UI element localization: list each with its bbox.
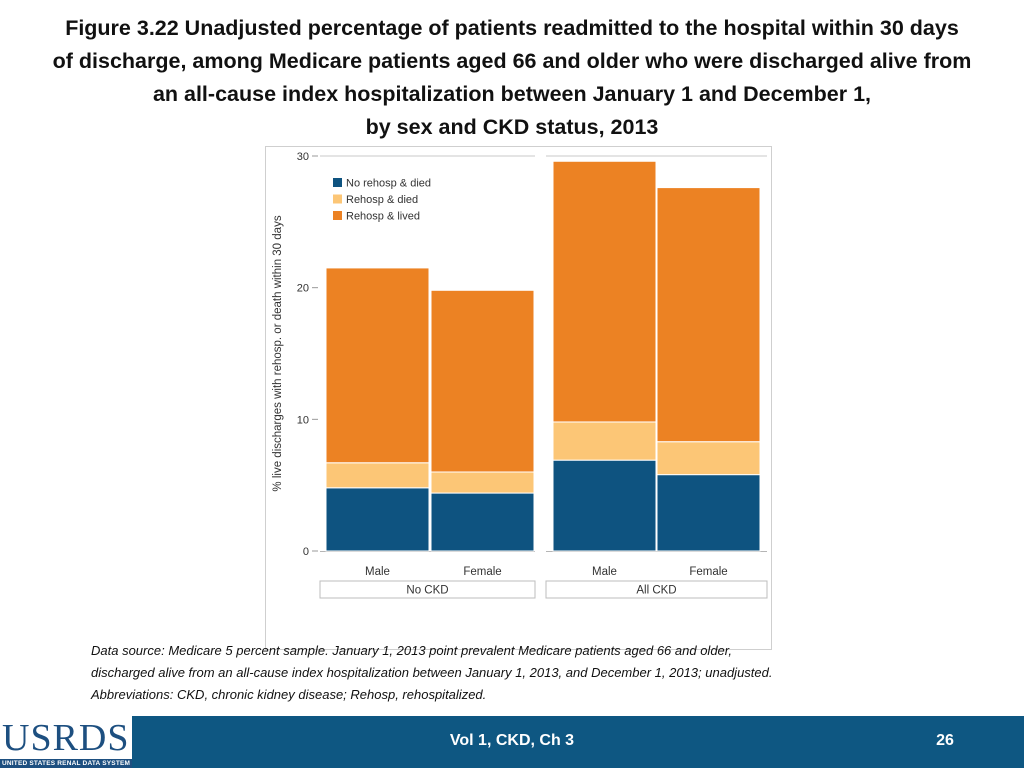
bar-3-rehosp-lived (552, 160, 657, 423)
x-category-label: Female (463, 566, 501, 578)
figure-notes: Data source: Medicare 5 percent sample. … (91, 640, 971, 706)
bar-2-rehosp-died (430, 471, 535, 494)
footer-bar (0, 716, 1024, 768)
y-tick-label: 20 (297, 283, 309, 295)
legend-label: No rehosp & died (346, 178, 431, 190)
logo-wordmark: USRDS (2, 717, 130, 759)
group-box-1 (319, 580, 536, 599)
bar-4-rehosp-lived (656, 187, 761, 443)
x-category-label: Male (365, 566, 390, 578)
bar-1-rehosp-died (325, 462, 430, 489)
logo-subtext: UNITED STATES RENAL DATA SYSTEM (2, 760, 131, 767)
bar-3-rehosp-died (552, 421, 657, 461)
bar-2-no-rehosp-died (430, 492, 535, 552)
legend-label: Rehosp & died (346, 194, 418, 206)
y-axis-label: % live discharges with rehosp. or death … (272, 215, 284, 491)
title-line-1: Figure 3.22 Unadjusted percentage of pat… (65, 16, 959, 40)
bar-2-rehosp-lived (430, 289, 535, 473)
logo-underbar (0, 759, 132, 768)
title-line-4: by sex and CKD status, 2013 (365, 115, 659, 139)
legend-swatch (333, 211, 342, 220)
usrds-logo: USRDS UNITED STATES RENAL DATA SYSTEM (0, 712, 132, 768)
page-number: 26 (936, 732, 954, 749)
notes-line-3: Abbreviations: CKD, chronic kidney disea… (91, 687, 487, 702)
figure-title: Figure 3.22 Unadjusted percentage of pat… (0, 12, 1024, 144)
bar-3-no-rehosp-died (552, 459, 657, 552)
footer-section-label: Vol 1, CKD, Ch 3 (449, 732, 575, 749)
x-category-label: Male (592, 566, 617, 578)
legend-label: Rehosp & lived (346, 211, 420, 223)
notes-line-2: discharged alive from an all-cause index… (91, 665, 773, 680)
y-tick-label: 30 (297, 151, 309, 163)
group-box-2 (545, 580, 768, 599)
legend-swatch (333, 194, 342, 204)
x-category-label: Female (689, 566, 727, 578)
legend-swatch (333, 178, 342, 187)
y-tick-label: 10 (297, 414, 309, 426)
bar-1-no-rehosp-died (325, 487, 430, 552)
title-line-3: an all-cause index hospitalization betwe… (152, 82, 872, 106)
bar-4-rehosp-died (656, 441, 761, 476)
bar-1-rehosp-lived (325, 267, 430, 464)
group-label: All CKD (636, 585, 676, 597)
group-label: No CKD (406, 585, 448, 597)
bar-4-no-rehosp-died (656, 474, 761, 552)
notes-line-1: Data source: Medicare 5 percent sample. … (91, 643, 733, 658)
y-tick-label: 0 (303, 546, 309, 558)
title-line-2: of discharge, among Medicare patients ag… (52, 49, 972, 73)
stacked-bar-chart: 0 10 20 30 % live discharges with rehosp. or… (272, 151, 768, 599)
